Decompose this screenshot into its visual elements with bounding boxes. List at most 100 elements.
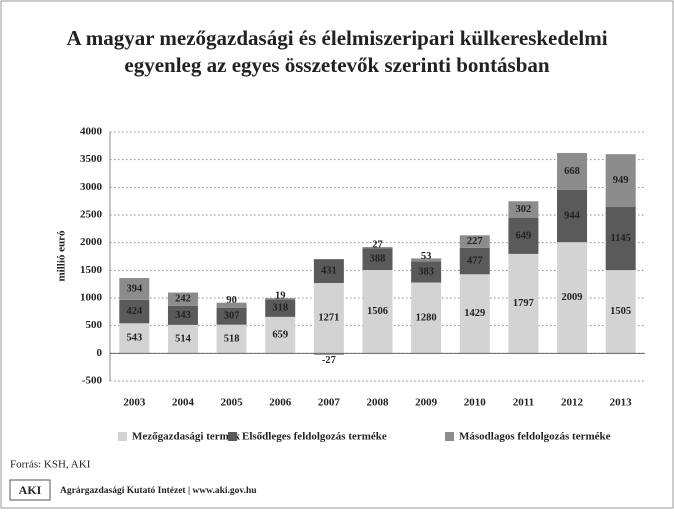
bar-segment bbox=[459, 274, 490, 354]
y-tick-label: 2000 bbox=[80, 236, 103, 248]
data-label: 659 bbox=[272, 330, 288, 341]
data-label: 242 bbox=[175, 294, 191, 305]
bar-segment bbox=[411, 261, 442, 283]
x-tick-label: 2008 bbox=[367, 397, 390, 409]
data-label: 949 bbox=[613, 175, 629, 186]
data-label: 394 bbox=[126, 283, 143, 294]
y-tick-label: 3000 bbox=[80, 181, 103, 193]
data-label: 944 bbox=[564, 210, 581, 221]
data-label: 431 bbox=[321, 265, 337, 276]
data-label: 543 bbox=[126, 333, 142, 344]
bar-segment bbox=[216, 324, 247, 354]
x-tick-label: 2013 bbox=[610, 397, 633, 409]
data-label: 1145 bbox=[610, 233, 630, 244]
data-label: 302 bbox=[516, 204, 532, 215]
chart-title: egyenleg az egyes összetevők szerinti bo… bbox=[124, 53, 550, 77]
data-label: 90 bbox=[226, 295, 237, 306]
data-label: 27 bbox=[372, 239, 383, 250]
bar-segment bbox=[605, 206, 636, 271]
bar-segment bbox=[119, 323, 150, 354]
legend-swatch bbox=[445, 432, 454, 441]
chart-title: A magyar mezőgazdasági és élelmiszeripar… bbox=[66, 26, 607, 50]
bar-segment bbox=[313, 259, 344, 284]
footer: Agrárgazdasági Kutató Intézet | www.aki.… bbox=[60, 486, 257, 496]
x-tick-label: 2004 bbox=[172, 397, 195, 409]
data-label: 383 bbox=[418, 266, 434, 277]
legend-label: Mezőgazdasági termék bbox=[132, 431, 241, 443]
bar-segment bbox=[265, 299, 296, 317]
bar-segment bbox=[411, 282, 442, 354]
bar-segment bbox=[216, 302, 247, 308]
data-label: 1797 bbox=[513, 298, 534, 309]
data-label: 518 bbox=[224, 333, 240, 344]
x-tick-label: 2007 bbox=[318, 397, 341, 409]
data-label: 649 bbox=[516, 230, 532, 241]
y-tick-label: 0 bbox=[97, 347, 103, 359]
bar-segment bbox=[265, 298, 296, 300]
data-label: 1429 bbox=[464, 308, 485, 319]
y-tick-label: 3500 bbox=[80, 153, 103, 165]
bar-segment bbox=[508, 253, 539, 354]
data-label: 424 bbox=[126, 306, 143, 317]
bar-segment bbox=[167, 324, 198, 354]
legend-swatch bbox=[118, 432, 127, 441]
bar-segment bbox=[119, 299, 150, 324]
data-label: 2009 bbox=[562, 292, 583, 303]
y-axis-label: millió euró bbox=[56, 230, 68, 282]
bar-segment bbox=[216, 307, 247, 325]
bar-segment bbox=[411, 258, 442, 262]
data-label: 53 bbox=[421, 251, 432, 262]
bar-segment bbox=[605, 154, 636, 207]
bar-segment bbox=[459, 235, 490, 248]
data-label: 343 bbox=[175, 310, 191, 321]
logo-box bbox=[9, 479, 51, 501]
data-label: 1506 bbox=[367, 306, 388, 317]
bar-segment bbox=[605, 270, 636, 354]
data-label: -27 bbox=[322, 355, 336, 366]
legend-label: Másodlagos feldolgozás terméke bbox=[459, 431, 611, 443]
bar-segment bbox=[508, 201, 539, 218]
data-label: 514 bbox=[175, 334, 192, 345]
x-tick-label: 2011 bbox=[513, 397, 534, 409]
data-label: 307 bbox=[224, 311, 240, 322]
data-label: 388 bbox=[370, 254, 386, 265]
data-label: 318 bbox=[272, 302, 288, 313]
logo: AKI bbox=[19, 483, 42, 497]
data-label: 1505 bbox=[610, 306, 631, 317]
x-tick-label: 2012 bbox=[561, 397, 584, 409]
data-label: 668 bbox=[564, 166, 580, 177]
bar-segment bbox=[557, 189, 588, 243]
bar-segment bbox=[362, 270, 393, 354]
bar-segment bbox=[265, 316, 296, 354]
y-tick-label: 1000 bbox=[80, 292, 103, 304]
y-tick-label: -500 bbox=[82, 375, 103, 387]
legend-label: Elsődleges feldolgozás terméke bbox=[242, 431, 387, 443]
bar-segment bbox=[362, 248, 393, 271]
bar-segment bbox=[557, 152, 588, 190]
bar-segment bbox=[313, 353, 344, 355]
bar-segment bbox=[167, 292, 198, 306]
x-tick-label: 2003 bbox=[123, 397, 146, 409]
bar-segment bbox=[119, 278, 150, 300]
data-label: 1271 bbox=[318, 313, 339, 324]
y-tick-label: 4000 bbox=[80, 126, 103, 138]
x-tick-label: 2009 bbox=[415, 397, 438, 409]
bar-segment bbox=[557, 242, 588, 354]
data-label: 1280 bbox=[416, 312, 437, 323]
legend-swatch bbox=[228, 432, 237, 441]
y-tick-label: 500 bbox=[86, 319, 103, 331]
data-label: 19 bbox=[275, 291, 286, 302]
bar-segment bbox=[167, 305, 198, 325]
x-tick-label: 2010 bbox=[464, 397, 487, 409]
y-tick-label: 1500 bbox=[80, 264, 103, 276]
x-tick-label: 2006 bbox=[269, 397, 292, 409]
bar-segment bbox=[508, 217, 539, 254]
bar-segment bbox=[362, 247, 393, 249]
bar-segment bbox=[313, 283, 344, 354]
source: Forrás: KSH, AKI bbox=[10, 459, 91, 471]
data-label: 227 bbox=[467, 236, 483, 247]
y-tick-label: 2500 bbox=[80, 209, 103, 221]
x-tick-label: 2005 bbox=[221, 397, 244, 409]
bar-segment bbox=[459, 247, 490, 275]
